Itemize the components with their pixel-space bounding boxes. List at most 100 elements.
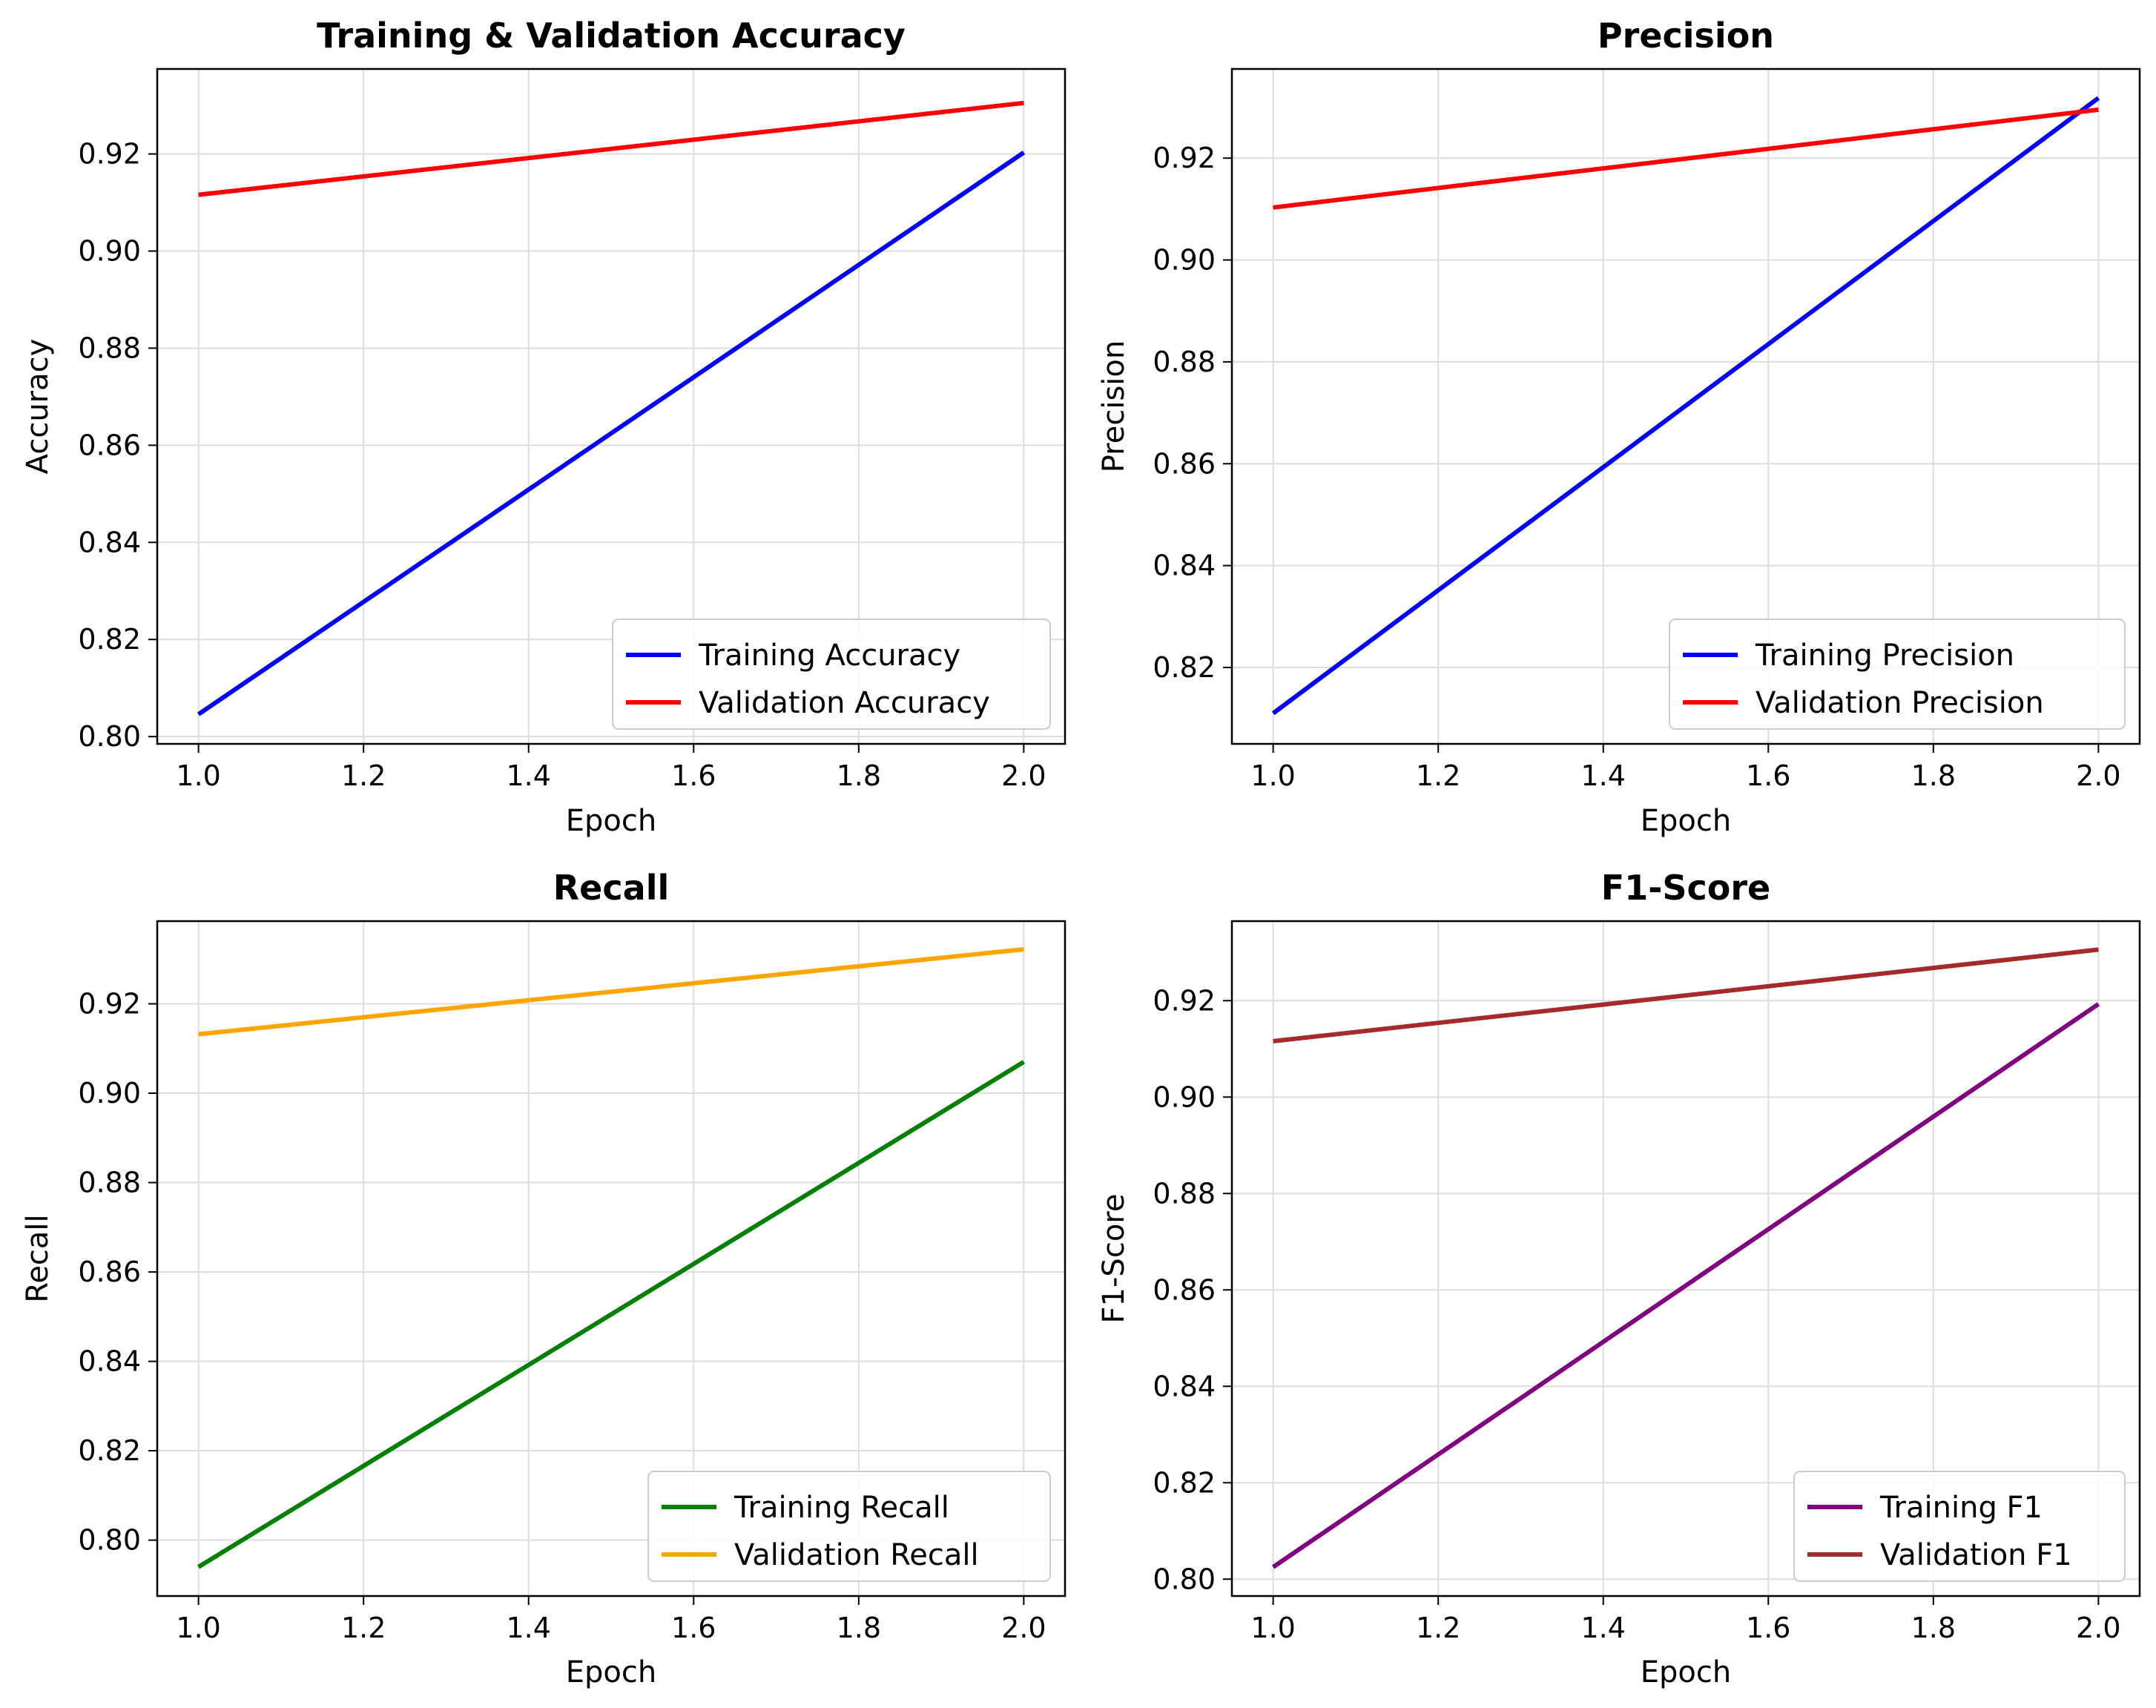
legend-box <box>1793 1471 2126 1582</box>
legend-label: Training Recall <box>733 1491 949 1525</box>
panel-title: F1-Score <box>1601 868 1770 908</box>
y-tick-label: 0.88 <box>1153 1177 1216 1210</box>
x-tick-label: 1.4 <box>1581 1612 1626 1644</box>
panel-precision: Precision Epoch Precision 1.0 1.2 1.4 1.6 1.… <box>1097 16 2141 838</box>
legend-box <box>1669 619 2126 730</box>
panel-title: Precision <box>1598 16 1774 56</box>
legend-label: Validation F1 <box>1880 1538 2072 1572</box>
y-tick-label: 0.82 <box>78 623 141 656</box>
series-line-validation <box>1273 107 2099 210</box>
y-tick-label: 0.84 <box>1153 550 1216 582</box>
y-tick-label: 0.86 <box>78 429 141 461</box>
x-tick-label: 1.2 <box>341 759 386 792</box>
y-tick-label: 0.82 <box>1153 1466 1216 1499</box>
x-axis-label: Epoch <box>1641 1655 1731 1689</box>
y-tick-label: 0.86 <box>1153 447 1216 480</box>
x-tick-label: 1.4 <box>1581 759 1626 792</box>
legend-label: Training Accuracy <box>698 639 960 673</box>
panel-accuracy: Training & Validation Accuracy Epoch Acc… <box>21 16 1067 838</box>
panel-title: Training & Validation Accuracy <box>317 16 906 56</box>
legend-label: Training F1 <box>1879 1491 2043 1525</box>
x-tick-label: 1.2 <box>1416 759 1460 792</box>
y-tick-label: 0.80 <box>78 720 141 753</box>
panel-recall: Recall Epoch Recall 1.0 1.2 1.4 1.6 1.8 2.0 0.… <box>21 868 1067 1689</box>
x-tick-label: 1.8 <box>1911 1612 1956 1644</box>
x-tick-label: 1.4 <box>507 1612 551 1644</box>
y-tick-label: 0.92 <box>1153 984 1216 1017</box>
y-tick-label: 0.90 <box>1153 1081 1216 1113</box>
x-tick-label: 1.0 <box>176 1612 220 1644</box>
panel-title: Recall <box>553 868 669 908</box>
x-tick-label: 1.6 <box>1746 1612 1790 1644</box>
series-line-training <box>197 151 1026 716</box>
y-axis-label: Recall <box>21 1214 55 1302</box>
axes-frame <box>1230 920 2141 1597</box>
y-tick-label: 0.84 <box>78 526 141 558</box>
y-tick-label: 0.88 <box>78 332 141 364</box>
legend-label: Validation Recall <box>734 1538 979 1572</box>
legend-box <box>647 1471 1051 1582</box>
y-tick-label: 0.86 <box>1153 1273 1216 1306</box>
x-tick-label: 1.0 <box>1250 759 1295 792</box>
series-line-validation <box>198 100 1024 197</box>
y-tick-label: 0.80 <box>78 1524 141 1557</box>
plot-area: 1.0 1.2 1.4 1.6 1.8 2.0 0.80 0.82 0.84 0.86 0.88 0.… <box>1153 920 2141 1644</box>
x-tick-label: 1.0 <box>176 759 220 792</box>
plot-area: 1.0 1.2 1.4 1.6 1.8 2.0 0.80 0.82 0.84 0.86 0.88 0.… <box>78 920 1067 1644</box>
x-axis-label: Epoch <box>566 1655 656 1689</box>
legend-box <box>612 619 1051 730</box>
x-tick-label: 1.6 <box>671 1612 716 1644</box>
legend-label: Validation Accuracy <box>699 686 990 720</box>
axes-frame <box>1230 67 2141 745</box>
y-tick-label: 0.88 <box>78 1167 141 1199</box>
legend-label: Training Precision <box>1755 639 2014 673</box>
series-line-training <box>1271 1002 2100 1569</box>
x-tick-label: 1.2 <box>1416 1612 1460 1644</box>
y-tick-label: 0.82 <box>78 1434 141 1467</box>
x-tick-label: 2.0 <box>1001 759 1046 792</box>
x-tick-label: 1.8 <box>837 759 881 792</box>
x-tick-label: 1.6 <box>671 759 716 792</box>
series-line-validation <box>198 947 1024 1037</box>
y-tick-label: 0.84 <box>1153 1370 1216 1402</box>
y-tick-label: 0.90 <box>78 1077 141 1109</box>
x-tick-label: 1.2 <box>341 1612 386 1644</box>
x-tick-label: 2.0 <box>2076 759 2120 792</box>
x-tick-label: 1.6 <box>1746 759 1790 792</box>
legend: Training Precision Validation Precision <box>1669 619 2126 730</box>
y-axis-label: Precision <box>1097 340 1131 472</box>
x-tick-label: 1.4 <box>507 759 551 792</box>
x-axis-label: Epoch <box>1641 804 1731 838</box>
panel-f1-score: F1-Score Epoch F1-Score 1.0 1.2 1.4 1.6 1.8 2… <box>1097 868 2141 1689</box>
y-axis-label: F1-Score <box>1097 1194 1131 1324</box>
series-line-training <box>1271 96 2100 716</box>
legend: Training Recall Validation Recall <box>647 1471 1051 1582</box>
x-tick-label: 1.8 <box>837 1612 881 1644</box>
x-tick-label: 2.0 <box>2076 1612 2120 1644</box>
y-tick-label: 0.86 <box>78 1256 141 1288</box>
y-axis-label: Accuracy <box>21 339 55 475</box>
x-tick-label: 1.0 <box>1250 1612 1295 1644</box>
legend-label: Validation Precision <box>1756 686 2044 720</box>
legend: Training F1 Validation F1 <box>1793 1471 2126 1582</box>
y-tick-label: 0.90 <box>78 235 141 268</box>
x-tick-label: 2.0 <box>1001 1612 1046 1644</box>
series-line-training <box>197 1060 1025 1569</box>
plot-area: 1.0 1.2 1.4 1.6 1.8 2.0 0.80 0.82 0.84 0.86 0.88 0.… <box>78 67 1067 792</box>
y-tick-label: 0.90 <box>1153 244 1216 277</box>
axes-frame <box>156 920 1067 1597</box>
plot-area: 1.0 1.2 1.4 1.6 1.8 2.0 0.82 0.84 0.86 0.88 0.90 0.… <box>1153 67 2141 792</box>
y-tick-label: 0.92 <box>1153 142 1216 174</box>
y-tick-label: 0.84 <box>78 1345 141 1378</box>
y-tick-label: 0.92 <box>78 138 141 171</box>
x-tick-label: 1.8 <box>1911 759 1956 792</box>
y-tick-label: 0.88 <box>1153 346 1216 378</box>
axes-frame <box>156 67 1067 745</box>
y-tick-label: 0.82 <box>1153 651 1216 684</box>
y-tick-label: 0.80 <box>1153 1563 1216 1595</box>
series-line-validation <box>1273 947 2099 1043</box>
legend: Training Accuracy Validation Accuracy <box>612 619 1051 730</box>
x-axis-label: Epoch <box>566 804 656 838</box>
y-tick-label: 0.92 <box>78 987 141 1020</box>
